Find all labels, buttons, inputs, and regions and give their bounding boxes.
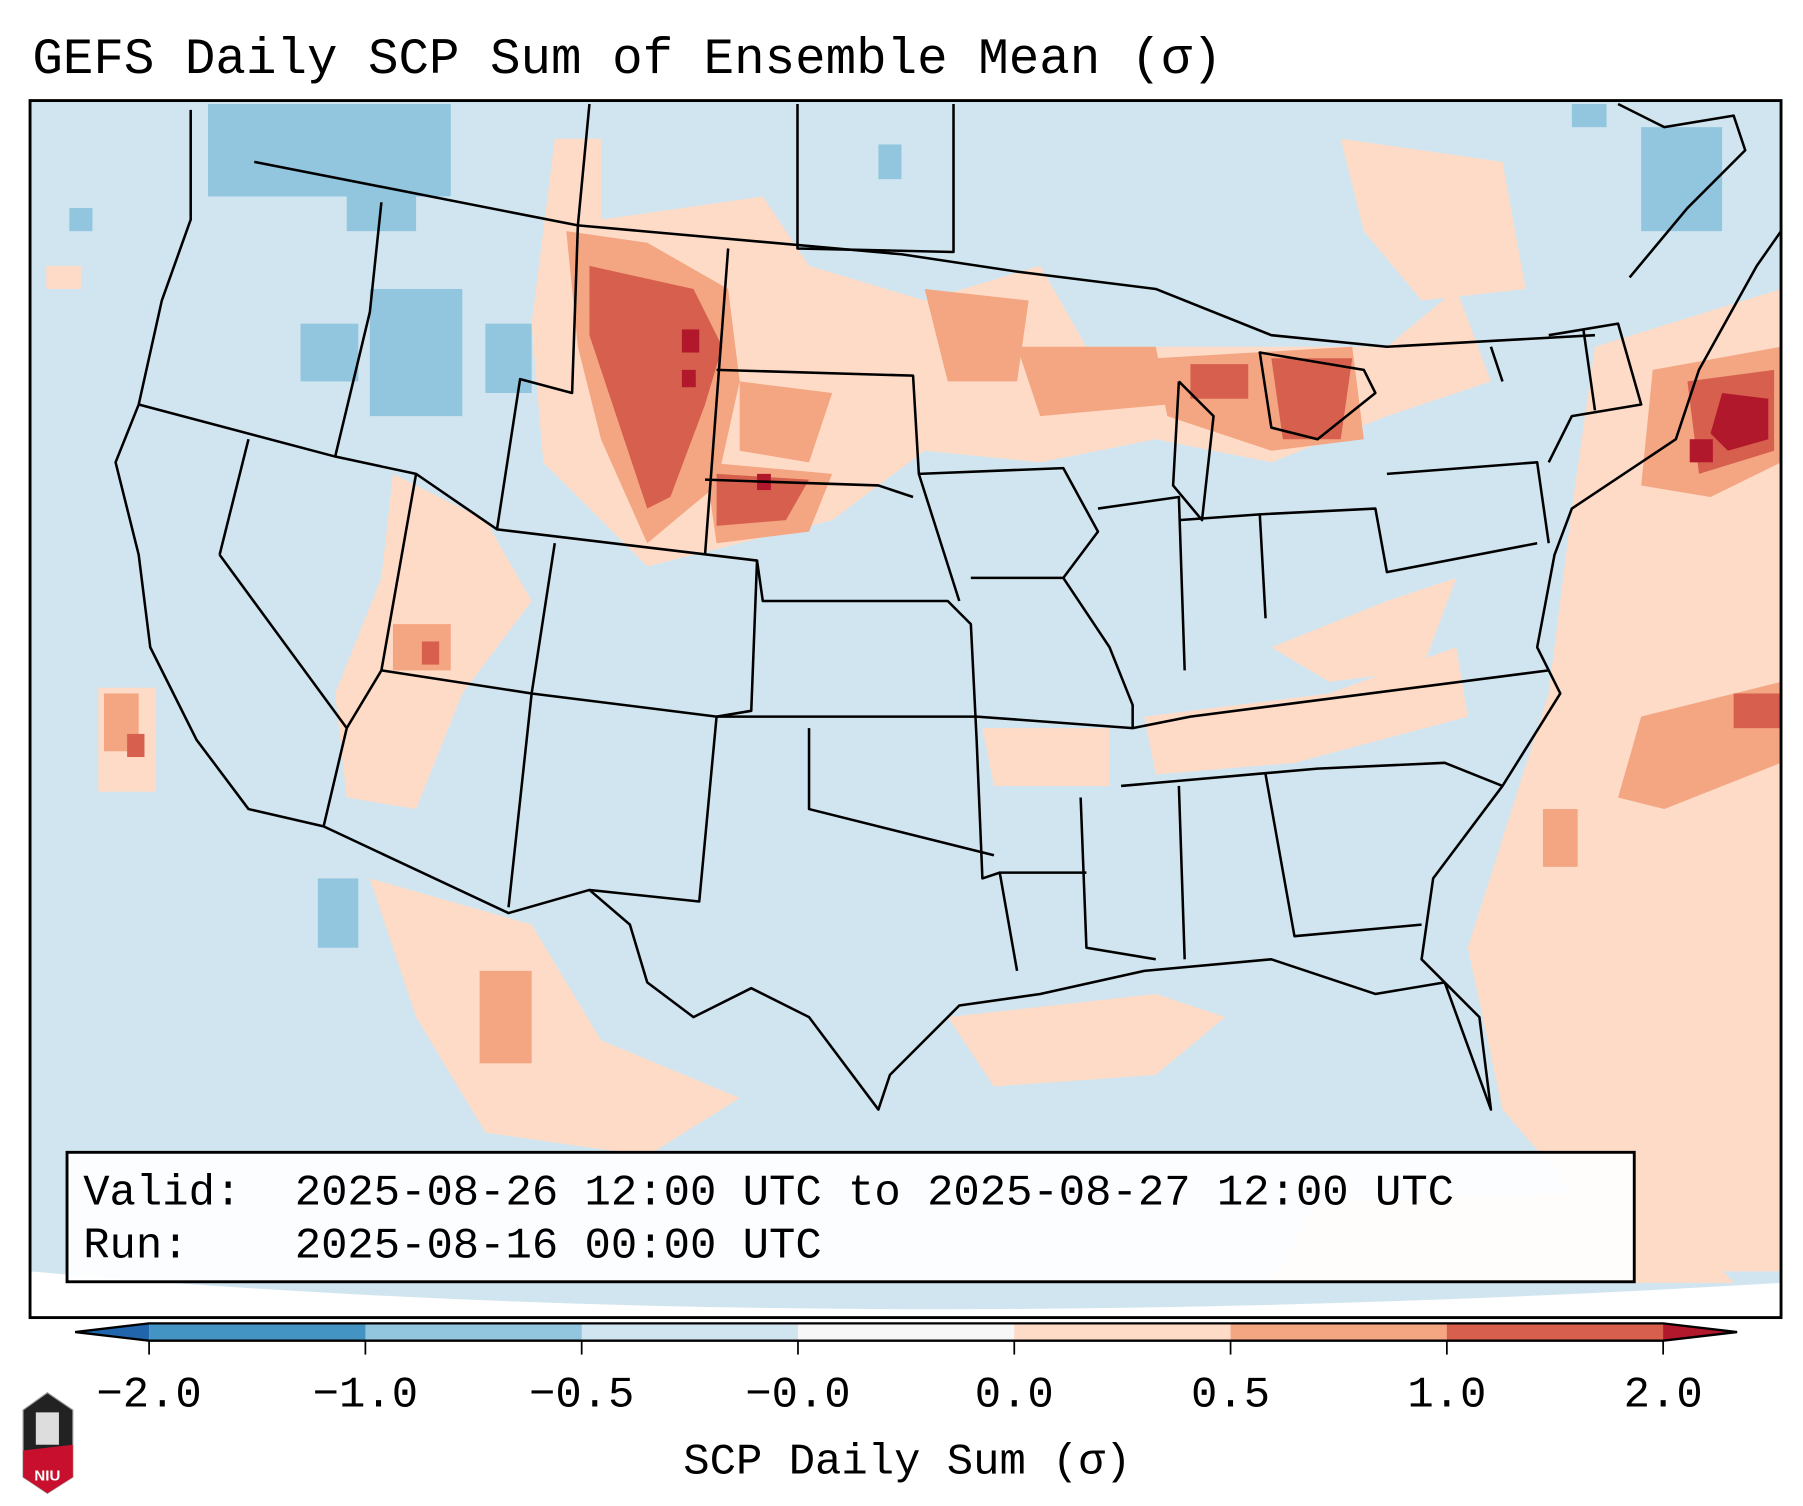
colorbar: −2.0 −1.0 −0.5 −0.0 0.0 0.5 1.0 2.0 [74, 1322, 1738, 1421]
state-boundaries [114, 102, 1782, 1111]
run-value: 2025-08-16 00:00 UTC [295, 1221, 822, 1271]
logo-text: NIU [34, 1468, 60, 1485]
run-label: Run: [83, 1221, 188, 1271]
colorbar-tick-label: 2.0 [1624, 1371, 1703, 1421]
colorbar-segment [1014, 1323, 1232, 1341]
colorbar-segment [581, 1323, 799, 1341]
colorbar-segment [365, 1323, 583, 1341]
valid-value: 2025-08-26 12:00 UTC to 2025-08-27 12:00… [295, 1168, 1454, 1218]
colorbar-tick-label: 1.0 [1407, 1371, 1486, 1421]
colorbar-tick-label: −1.0 [313, 1371, 418, 1421]
colorbar-tick-label: −0.0 [745, 1371, 850, 1421]
chart-title: GEFS Daily SCP Sum of Ensemble Mean (σ) [32, 32, 1222, 89]
valid-label: Valid: [83, 1168, 241, 1218]
colorbar-tick-label: 0.0 [975, 1371, 1054, 1421]
info-box: Valid: 2025-08-26 12:00 UTC to 2025-08-2… [65, 1150, 1636, 1284]
colorbar-label: SCP Daily Sum (σ) [683, 1438, 1131, 1488]
colorbar-extend-low [75, 1323, 150, 1341]
map-area [30, 100, 1782, 1318]
colorbar-tick-label: −2.0 [96, 1371, 201, 1421]
map-frame [28, 99, 1783, 1320]
projection-edge [30, 1271, 1782, 1318]
niu-logo: NIU [22, 1392, 74, 1494]
colorbar-tick-label: −0.5 [529, 1371, 634, 1421]
negative-anomalies [69, 104, 1723, 948]
colorbar-segment [797, 1323, 1015, 1341]
positive-anomalies [46, 138, 1782, 1283]
colorbar-extend-high [1663, 1323, 1738, 1341]
colorbar-segment [1446, 1323, 1664, 1341]
colorbar-segment [1230, 1323, 1448, 1341]
colorbar-tick-label: 0.5 [1191, 1371, 1270, 1421]
colorbar-segment [149, 1323, 366, 1341]
